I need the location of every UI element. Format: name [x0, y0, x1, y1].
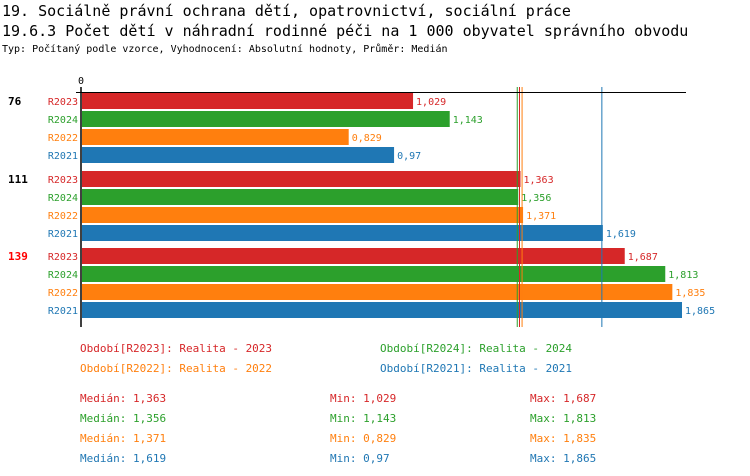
series-label: R2023: [48, 97, 78, 108]
stat-min: Min: 1,143: [330, 412, 397, 425]
data-label: 1,865: [685, 306, 715, 317]
stat-max: Max: 1,865: [530, 452, 597, 465]
data-label: 1,356: [521, 193, 551, 204]
series-label: R2024: [48, 270, 78, 281]
data-label: 1,029: [416, 97, 446, 108]
legend-item-r2022: Období[R2022]: Realita - 2022: [80, 362, 273, 375]
chart-subtitle: 19.6.3 Počet dětí v náhradní rodinné péč…: [2, 22, 689, 40]
series-label: R2024: [48, 115, 78, 126]
bar: [82, 266, 666, 282]
bar: [82, 302, 682, 318]
series-label: R2023: [48, 252, 78, 263]
bar: [82, 248, 625, 264]
series-label: R2021: [48, 306, 78, 317]
bar: [82, 284, 673, 300]
chart-info: Typ: Počítaný podle vzorce, Vyhodnocení:…: [2, 44, 448, 55]
bar: [82, 225, 603, 241]
stat-median: Medián: 1,619: [80, 452, 167, 465]
category-label: 139: [8, 250, 28, 263]
legend-item-r2023: Období[R2023]: Realita - 2023: [80, 342, 273, 355]
data-label: 1,371: [526, 211, 556, 222]
stat-max: Max: 1,687: [530, 392, 597, 405]
data-label: 1,835: [675, 288, 705, 299]
data-label: 1,813: [668, 270, 698, 281]
series-label: R2021: [48, 229, 78, 240]
series-label: R2022: [48, 288, 78, 299]
stat-min: Min: 0,97: [330, 452, 390, 465]
series-label: R2022: [48, 211, 78, 222]
data-label: 0,829: [352, 133, 382, 144]
bar: [82, 189, 519, 205]
data-label: 1,363: [523, 175, 553, 186]
stat-min: Min: 1,029: [330, 392, 397, 405]
stat-median: Medián: 1,356: [80, 412, 167, 425]
bar: [82, 111, 450, 127]
bar: [82, 93, 414, 109]
bar: [82, 147, 395, 163]
data-label: 1,619: [606, 229, 636, 240]
series-label: R2021: [48, 151, 78, 162]
series-label: R2023: [48, 175, 78, 186]
series-label: R2022: [48, 133, 78, 144]
bar: [82, 171, 521, 187]
data-label: 1,687: [628, 252, 658, 263]
x-tick-label: 0: [78, 76, 84, 87]
series-label: R2024: [48, 193, 78, 204]
data-label: 1,143: [453, 115, 483, 126]
data-label: 0,97: [397, 151, 421, 162]
legend-item-r2024: Období[R2024]: Realita - 2024: [380, 342, 573, 355]
category-label: 76: [8, 95, 22, 108]
page-title: 19. Sociálně právní ochrana dětí, opatro…: [2, 2, 571, 20]
stat-max: Max: 1,835: [530, 432, 597, 445]
bar: [82, 207, 524, 223]
stat-min: Min: 0,829: [330, 432, 397, 445]
stat-max: Max: 1,813: [530, 412, 597, 425]
stat-median: Medián: 1,363: [80, 392, 167, 405]
stat-median: Medián: 1,371: [80, 432, 167, 445]
category-label: 111: [8, 173, 28, 186]
legend-item-r2021: Období[R2021]: Realita - 2021: [380, 362, 573, 375]
bar: [82, 129, 349, 145]
